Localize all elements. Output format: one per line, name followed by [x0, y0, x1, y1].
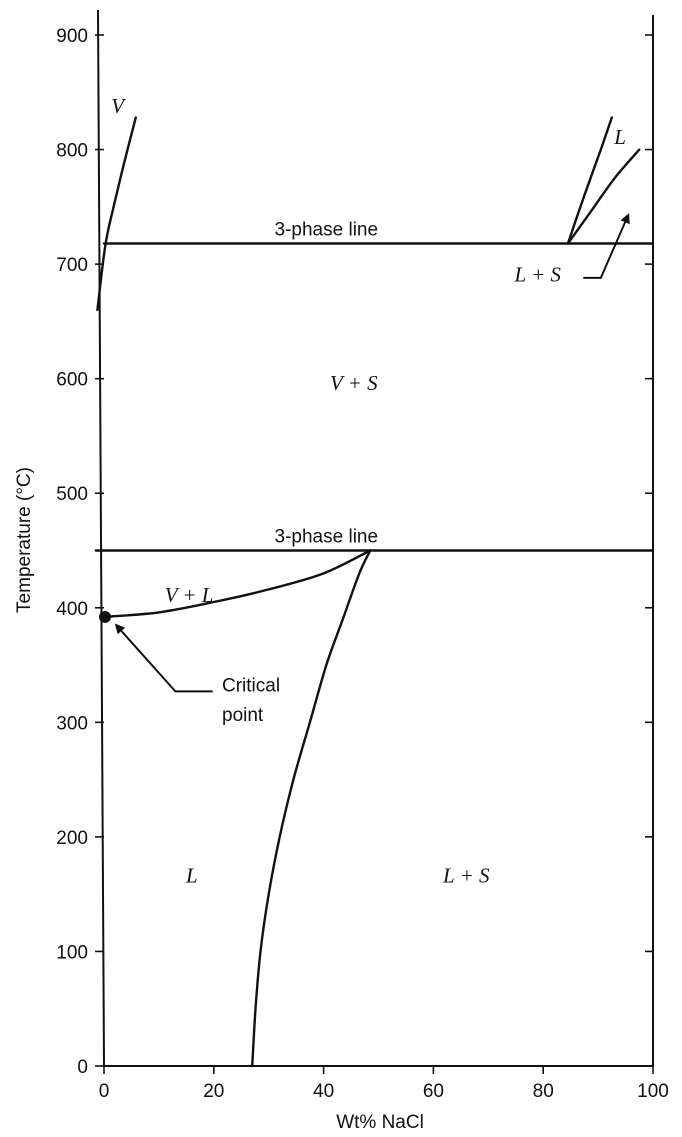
annotations: 3-phase line 3-phase line V L L + S V + S V + … — [111, 94, 630, 888]
x-axis-title: Wt% NaCl — [336, 1112, 424, 1133]
halite-saturation-curve — [251, 549, 372, 1068]
region-l-bottom: L — [185, 864, 198, 888]
vapor-boundary — [96, 116, 137, 312]
halite-liquidus-upper — [566, 148, 641, 245]
y-tick-label: 0 — [77, 1057, 88, 1078]
critical-point-marker — [99, 610, 111, 623]
critical-point-arrow — [114, 623, 213, 693]
y-tick-label: 100 — [56, 942, 88, 963]
three-phase-upper: 3-phase line — [275, 220, 379, 241]
y-axis-title: Temperature (°C) — [14, 467, 35, 613]
y-tick-label: 800 — [56, 141, 88, 162]
y-tick-label: 900 — [56, 26, 88, 47]
region-v-plus-l: V + L — [165, 583, 214, 607]
x-tick-label: 40 — [313, 1081, 334, 1102]
phase-boundaries — [94, 116, 655, 1068]
l-plus-s-arrow — [583, 213, 630, 279]
region-v: V — [111, 94, 126, 118]
x-tick-label: 80 — [533, 1081, 554, 1102]
x-tick-label: 100 — [637, 1081, 669, 1102]
x-tick-label: 60 — [423, 1081, 444, 1102]
three-phase-lower: 3-phase line — [275, 527, 379, 548]
x-tick-label: 20 — [203, 1081, 224, 1102]
plot-frame — [97, 9, 654, 1067]
halite-liquidus-line — [566, 116, 613, 245]
region-l-plus-s-top: L + S — [513, 262, 561, 286]
y-tick-label: 500 — [56, 484, 88, 505]
axis-ticks: 0 100 200 300 400 500 600 700 800 900 0 20 40 60 80 100 — [56, 26, 669, 1102]
y-tick-label: 300 — [56, 713, 88, 734]
y-tick-label: 600 — [56, 370, 88, 391]
region-l-plus-s-bottom: L + S — [442, 864, 490, 888]
y-axis-line — [97, 9, 105, 1067]
y-tick-label: 200 — [56, 828, 88, 849]
y-tick-label: 700 — [56, 255, 88, 276]
critical-label-2: point — [222, 705, 264, 726]
y-tick-label: 400 — [56, 599, 88, 620]
region-v-plus-s: V + S — [330, 371, 378, 395]
region-l-top: L — [613, 125, 626, 149]
x-tick-label: 0 — [99, 1081, 110, 1102]
critical-label-1: Critical — [222, 675, 280, 696]
vapor-liquid-boundary — [102, 549, 372, 619]
